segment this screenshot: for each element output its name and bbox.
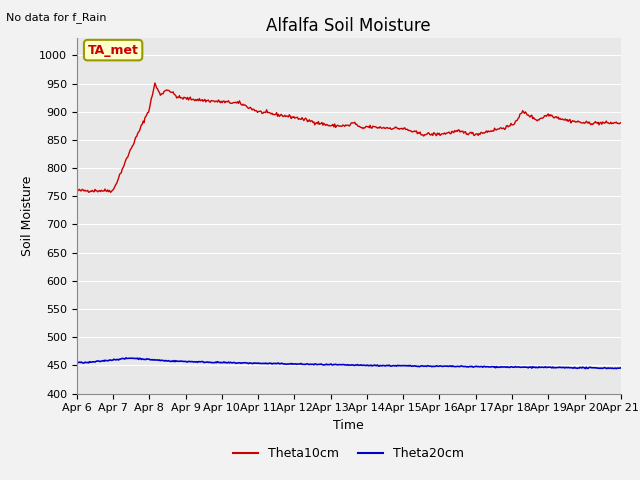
X-axis label: Time: Time xyxy=(333,419,364,432)
Theta20cm xyxy=(612,366,620,372)
Theta20cm xyxy=(214,359,221,365)
Theta20cm xyxy=(170,358,178,363)
Text: No data for f_Rain: No data for f_Rain xyxy=(6,12,107,23)
Theta10cm xyxy=(214,97,222,103)
Theta10cm xyxy=(107,190,115,195)
Theta10cm xyxy=(438,131,445,137)
Title: Alfalfa Soil Moisture: Alfalfa Soil Moisture xyxy=(266,17,431,36)
Theta20cm xyxy=(617,365,625,371)
Theta20cm xyxy=(122,355,130,361)
Theta10cm xyxy=(73,187,81,193)
Y-axis label: Soil Moisture: Soil Moisture xyxy=(20,176,33,256)
Theta10cm xyxy=(617,120,625,126)
Line: Theta10cm: Theta10cm xyxy=(77,83,621,192)
Theta10cm xyxy=(484,128,492,134)
Theta20cm xyxy=(483,364,491,370)
Theta20cm xyxy=(437,363,445,369)
Theta10cm xyxy=(171,92,179,97)
Legend: Theta10cm, Theta20cm: Theta10cm, Theta20cm xyxy=(228,443,469,466)
Theta10cm xyxy=(396,126,403,132)
Theta20cm xyxy=(320,362,328,368)
Theta10cm xyxy=(151,80,159,86)
Line: Theta20cm: Theta20cm xyxy=(77,358,621,369)
Theta10cm xyxy=(321,121,328,127)
Theta20cm xyxy=(73,360,81,365)
Theta20cm xyxy=(394,363,402,369)
Text: TA_met: TA_met xyxy=(88,44,138,57)
